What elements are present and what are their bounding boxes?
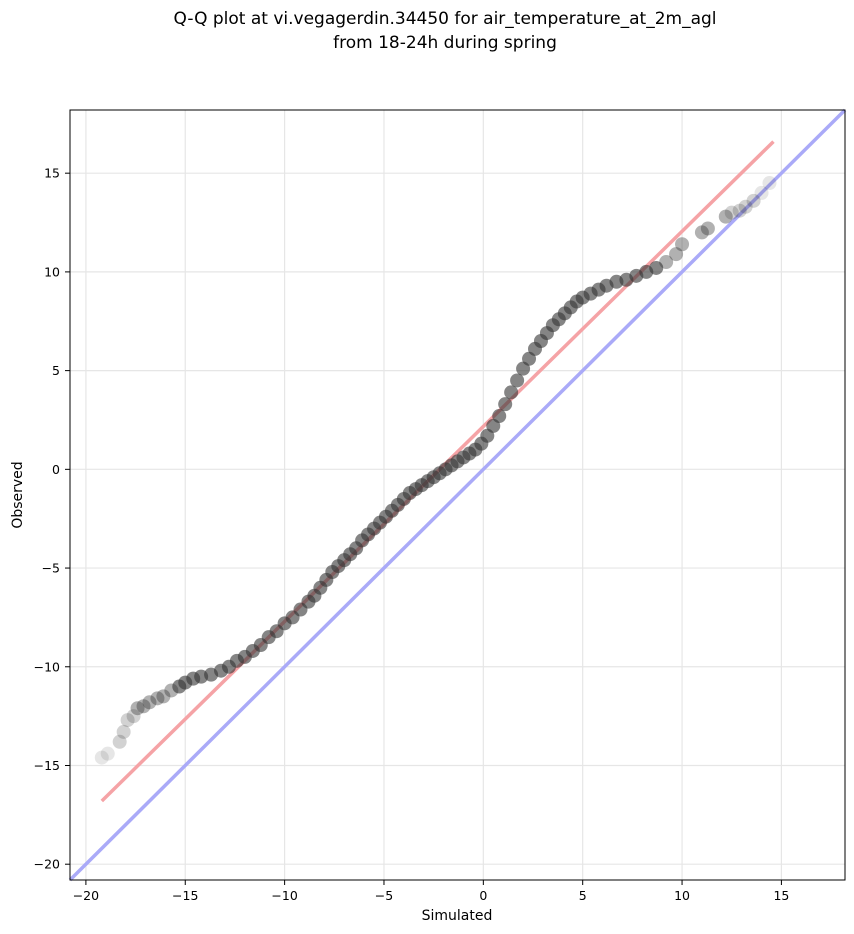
quantile-point bbox=[100, 746, 115, 761]
x-tick-label: 10 bbox=[674, 888, 690, 903]
quantile-point bbox=[762, 176, 777, 191]
y-tick-label: 10 bbox=[44, 264, 60, 279]
quantile-point bbox=[498, 397, 513, 412]
x-tick-label: −10 bbox=[271, 888, 297, 903]
quantile-point bbox=[675, 237, 690, 252]
quantile-point bbox=[94, 750, 109, 765]
x-tick-label: −15 bbox=[172, 888, 198, 903]
quantile-point bbox=[492, 409, 507, 424]
quantile-point bbox=[754, 185, 769, 200]
y-axis-label: Observed bbox=[10, 461, 26, 528]
quantile-point bbox=[649, 260, 664, 275]
quantile-point bbox=[504, 385, 519, 400]
y-tick-label: −15 bbox=[34, 758, 60, 773]
quantile-point bbox=[116, 724, 131, 739]
grid-lines bbox=[70, 110, 845, 880]
quantile-point bbox=[136, 699, 151, 714]
quantile-point bbox=[150, 691, 165, 706]
x-axis-label: Simulated bbox=[422, 908, 493, 924]
quantile-point bbox=[142, 695, 157, 710]
y-tick-label: −5 bbox=[42, 561, 60, 576]
quantile-point bbox=[120, 713, 135, 728]
x-tick-label: 15 bbox=[773, 888, 789, 903]
quantile-point bbox=[694, 225, 709, 240]
x-tick-label: −20 bbox=[73, 888, 99, 903]
chart-title-line-2: from 18-24h during spring bbox=[333, 33, 557, 53]
y-tick-label: −10 bbox=[34, 659, 60, 674]
quantile-point bbox=[510, 373, 525, 388]
quantile-point bbox=[700, 221, 715, 236]
quantile-points bbox=[94, 176, 777, 765]
quantile-point bbox=[724, 205, 739, 220]
axis-ticks: −20 −15 −10 −5 0 5 10 15 −20 −15 −10 −5 0 5 10 15 bbox=[34, 166, 790, 903]
quantile-point bbox=[130, 701, 145, 716]
quantile-point bbox=[156, 689, 171, 704]
y-tick-label: 0 bbox=[52, 462, 60, 477]
y-tick-label: 15 bbox=[44, 166, 60, 181]
x-tick-label: 5 bbox=[579, 888, 587, 903]
quantile-point bbox=[718, 209, 733, 224]
x-tick-label: −5 bbox=[375, 888, 393, 903]
quantile-point bbox=[738, 199, 753, 214]
y-tick-label: −20 bbox=[34, 857, 60, 872]
chart-title-line-1: Q-Q plot at vi.vegagerdin.34450 for air_… bbox=[173, 9, 716, 29]
quantile-point bbox=[746, 193, 761, 208]
quantile-point bbox=[112, 734, 127, 749]
reference-lines bbox=[68, 108, 847, 882]
plot-frame bbox=[69, 109, 846, 881]
quantile-point bbox=[659, 255, 674, 270]
quantile-point bbox=[669, 247, 684, 262]
identity-line bbox=[68, 108, 847, 882]
x-tick-label: 0 bbox=[479, 888, 487, 903]
y-tick-label: 5 bbox=[52, 363, 60, 378]
quantile-point bbox=[126, 709, 141, 724]
quantile-point bbox=[732, 203, 747, 218]
